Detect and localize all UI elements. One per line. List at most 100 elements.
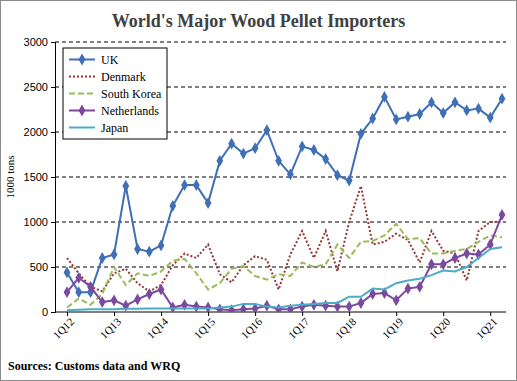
y-tick-mark <box>51 267 55 268</box>
y-tick: 1000 <box>24 216 55 228</box>
series-marker <box>146 288 153 300</box>
chart-container: 0 500 1000 1500 2000 2500 3000 1Q12 1Q13 1Q14 1Q15… <box>0 0 517 381</box>
y-tick: 0 <box>42 306 55 318</box>
series-marker <box>263 124 270 136</box>
y-axis: 0 500 1000 1500 2000 2500 3000 <box>24 36 56 318</box>
x-tick: 1Q13 <box>97 312 123 341</box>
series-marker <box>146 246 153 258</box>
y-tick-label: 1000 <box>24 216 48 228</box>
grid-line <box>55 222 506 223</box>
source-note: Sources: Customs data and WRQ <box>8 359 180 373</box>
series-line <box>67 247 502 310</box>
x-tick: 1Q16 <box>239 312 265 341</box>
series-marker <box>475 103 482 115</box>
y-tick-mark <box>51 87 55 88</box>
series-marker <box>499 93 506 105</box>
legend-label: Netherlands <box>101 104 159 118</box>
x-tick-label: 1Q17 <box>286 315 312 341</box>
series-line <box>67 215 502 310</box>
series-marker <box>158 240 165 252</box>
series-marker <box>299 301 306 312</box>
x-tick: 1Q20 <box>427 312 453 341</box>
y-tick-mark <box>51 312 55 313</box>
x-tick-label: 1Q19 <box>380 315 406 341</box>
x-tick-label: 1Q18 <box>333 315 359 341</box>
y-tick: 2000 <box>24 126 55 138</box>
series-marker <box>205 197 212 209</box>
series-marker <box>64 267 71 279</box>
grid-line <box>55 42 506 43</box>
legend-marker <box>79 54 86 66</box>
y-tick: 2500 <box>24 81 55 93</box>
legend-label: Japan <box>101 121 128 135</box>
series-marker <box>322 153 329 165</box>
y-tick-mark <box>51 222 55 223</box>
y-tick-mark <box>51 177 55 178</box>
series-marker <box>169 200 176 212</box>
chart-frame <box>1 1 517 381</box>
x-tick: 1Q18 <box>333 312 359 341</box>
x-tick: 1Q19 <box>380 312 406 341</box>
series-marker <box>169 302 176 312</box>
series-marker <box>193 301 200 312</box>
series-marker <box>99 252 106 264</box>
legend-swatch <box>69 76 95 78</box>
series-marker <box>310 144 317 156</box>
y-tick-label: 1500 <box>24 171 48 183</box>
x-tick-label: 1Q12 <box>50 315 76 341</box>
chart-svg: 0 500 1000 1500 2000 2500 3000 1Q12 1Q13 1Q14 1Q15… <box>0 0 517 381</box>
y-tick-label: 2000 <box>24 126 48 138</box>
series-marker <box>499 209 506 221</box>
series-marker <box>193 179 200 191</box>
series-marker <box>299 141 306 153</box>
x-tick-label: 1Q14 <box>144 315 170 341</box>
series-marker <box>405 111 412 123</box>
series-marker <box>416 108 423 120</box>
series-marker <box>393 294 400 306</box>
x-tick-label: 1Q13 <box>97 315 123 341</box>
series-marker <box>416 281 423 293</box>
series-marker <box>393 114 400 126</box>
legend-label: South Korea <box>101 87 162 101</box>
series-marker <box>322 300 329 312</box>
y-tick: 3000 <box>24 36 55 48</box>
series-marker <box>75 286 82 298</box>
series-marker <box>369 113 376 125</box>
series-marker <box>346 301 353 312</box>
y-tick-label: 0 <box>42 306 48 318</box>
y-tick: 500 <box>30 261 55 273</box>
x-axis: 1Q121Q131Q141Q151Q161Q171Q181Q191Q201Q21 <box>50 312 506 341</box>
series-marker <box>358 297 365 309</box>
legend: UKDenmarkSouth KoreaNetherlandsJapan <box>63 48 167 139</box>
series-marker <box>240 148 247 160</box>
series-marker <box>275 155 282 167</box>
series-marker <box>111 249 118 261</box>
x-tick-label: 1Q20 <box>427 315 453 341</box>
grid <box>55 42 506 267</box>
series-marker <box>452 252 459 264</box>
grid-line <box>55 267 506 268</box>
x-tick-label: 1Q15 <box>192 315 218 341</box>
legend-box <box>63 48 167 139</box>
series-marker <box>75 272 82 284</box>
chart-title: World's Major Wood Pellet Importers <box>112 11 405 31</box>
y-tick-label: 2500 <box>24 81 48 93</box>
series-marker <box>228 138 235 150</box>
series-marker <box>463 105 470 117</box>
series-marker <box>252 142 259 154</box>
x-tick: 1Q17 <box>286 312 312 341</box>
x-tick-label: 1Q16 <box>239 315 265 341</box>
series-marker <box>158 284 165 296</box>
series-marker <box>134 294 141 306</box>
legend-swatch <box>69 93 95 95</box>
series-line <box>67 224 502 308</box>
legend-marker <box>79 105 86 117</box>
x-tick: 1Q14 <box>144 312 170 341</box>
series-marker <box>440 258 447 270</box>
series-marker <box>346 175 353 187</box>
series-marker <box>440 107 447 119</box>
series-marker <box>381 91 388 103</box>
x-tick: 1Q15 <box>192 312 218 341</box>
series-marker <box>134 243 141 255</box>
y-tick-mark <box>51 42 55 43</box>
